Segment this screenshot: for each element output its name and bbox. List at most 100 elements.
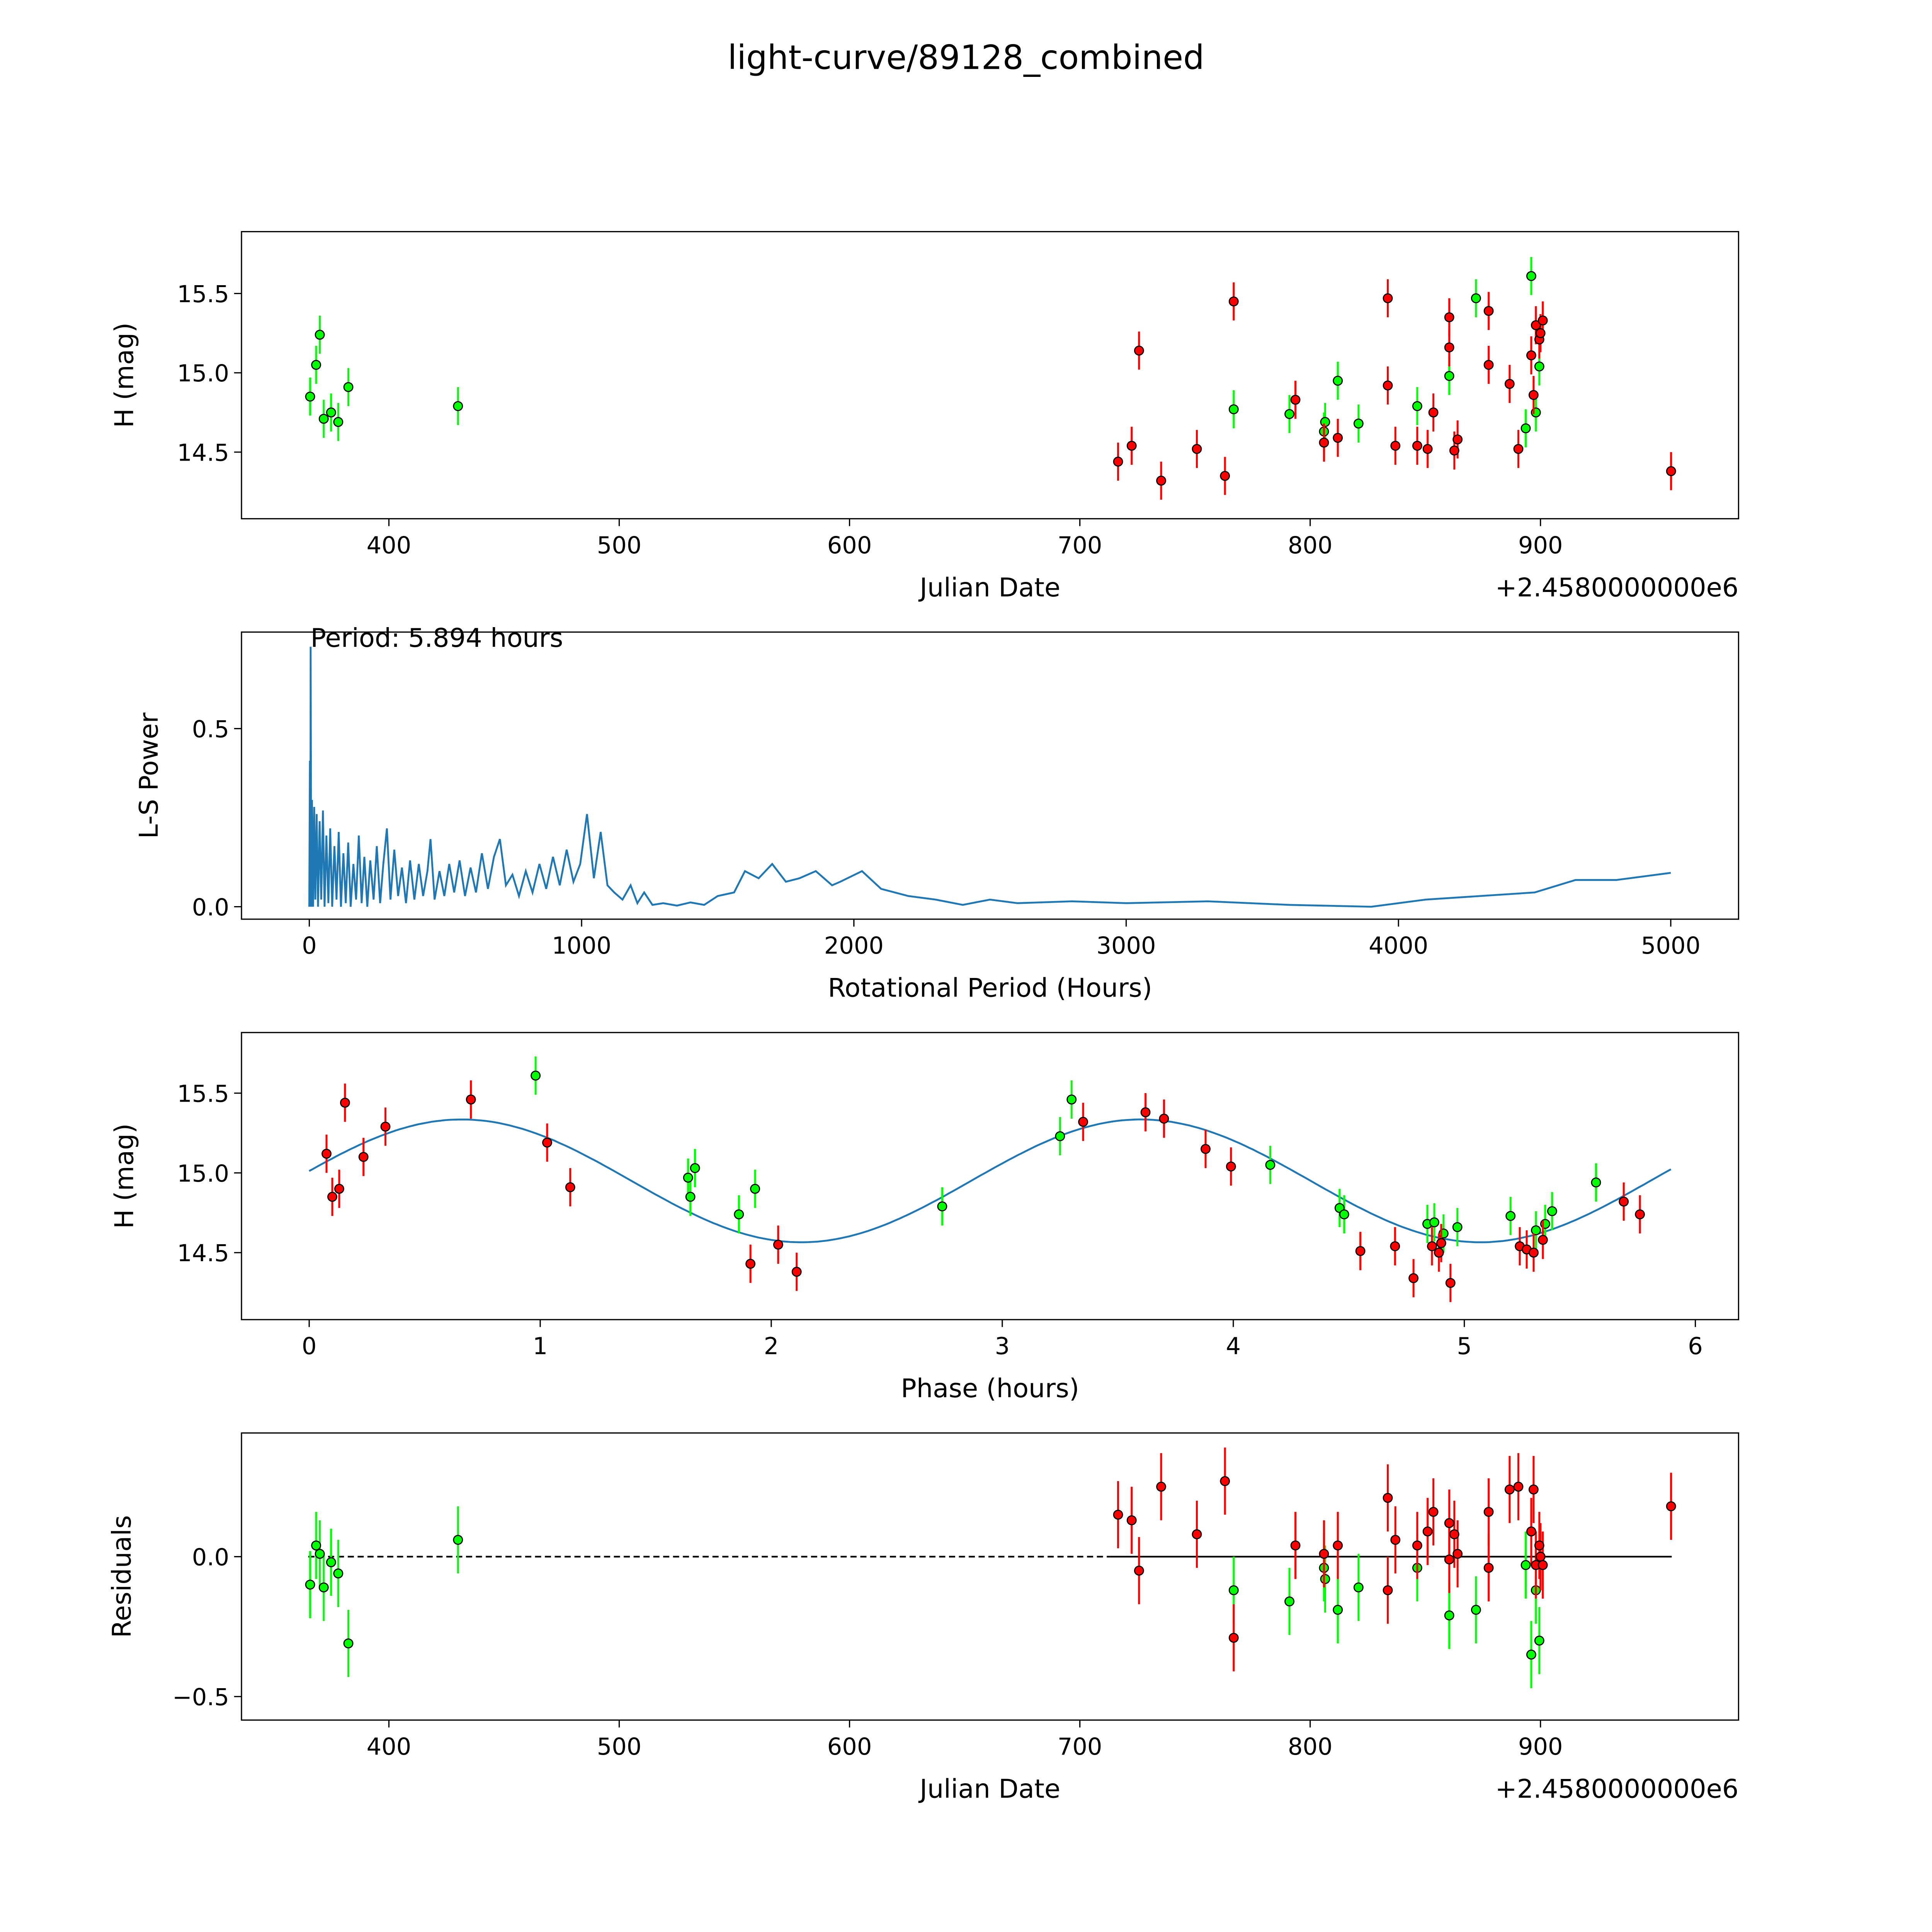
data-point-green: [1547, 1206, 1557, 1216]
x-tick-label: 0: [302, 1333, 317, 1360]
axes-frame: [241, 631, 1739, 920]
data-point-green: [1534, 361, 1544, 372]
x-tick-label: 0: [302, 932, 317, 959]
x-tick-label: 500: [597, 1733, 642, 1760]
data-point-red: [1483, 306, 1494, 316]
data-point-green: [690, 1163, 700, 1173]
data-point-red: [340, 1097, 350, 1108]
data-point-red: [1319, 437, 1329, 448]
axes-frame: [241, 231, 1739, 520]
data-point-red: [1513, 1481, 1524, 1492]
y-axis-label: L-S Power: [134, 713, 164, 839]
data-point-green: [326, 407, 336, 418]
data-point-green: [311, 360, 321, 370]
data-point-red: [1534, 1540, 1544, 1551]
period-annotation: Period: 5.894 hours: [311, 623, 563, 653]
data-point-red: [1449, 1529, 1459, 1539]
y-tick-label: 0.5: [192, 716, 229, 743]
data-point-red: [1383, 1493, 1393, 1503]
periodogram-line: [308, 646, 1671, 908]
data-point-red: [1113, 1510, 1123, 1520]
data-point-red: [1355, 1246, 1366, 1256]
x-tick-label: 2000: [824, 932, 884, 959]
x-tick-label: 6: [1688, 1333, 1703, 1360]
x-tick-label: 4: [1226, 1333, 1241, 1360]
x-tick-label: 4000: [1369, 932, 1428, 959]
data-point-red: [1220, 1476, 1230, 1486]
data-point-red: [1156, 1481, 1166, 1492]
plot-area: [305, 1447, 1676, 1688]
data-point-red: [1192, 444, 1202, 454]
data-point-red: [1531, 320, 1541, 330]
data-point-red: [1422, 1526, 1433, 1537]
x-tick-label: 800: [1288, 532, 1333, 559]
data-point-green: [1534, 1635, 1544, 1646]
figure-title: light-curve/89128_combined: [728, 39, 1204, 77]
data-point-red: [1078, 1117, 1088, 1127]
axes-frame: [241, 1432, 1739, 1721]
data-point-red: [542, 1138, 552, 1148]
data-point-red: [1201, 1144, 1211, 1154]
data-point-red: [1436, 1238, 1446, 1248]
data-point-red: [1408, 1273, 1419, 1283]
y-tick-label: 14.5: [177, 439, 229, 466]
data-point-green: [1055, 1131, 1065, 1141]
data-point-red: [1126, 440, 1137, 451]
data-point-green: [1353, 418, 1364, 429]
data-point-green: [1526, 271, 1536, 281]
data-point-green: [305, 1580, 315, 1590]
data-point-red: [1635, 1209, 1645, 1219]
x-tick-label: 700: [1058, 1733, 1102, 1760]
data-point-red: [1504, 1484, 1515, 1495]
data-point-red: [1452, 434, 1463, 445]
data-point-green: [305, 391, 315, 402]
x-tick-label: 800: [1288, 1733, 1333, 1760]
data-point-red: [1513, 444, 1524, 454]
data-point-red: [1483, 1563, 1494, 1573]
x-axis-label: Rotational Period (Hours): [828, 973, 1152, 1003]
data-point-green: [1339, 1209, 1349, 1219]
x-tick-label: 2: [764, 1333, 779, 1360]
data-point-green: [685, 1192, 696, 1202]
data-point-green: [1284, 1596, 1294, 1607]
data-point-red: [1226, 1162, 1236, 1172]
panel-periodogram: 0 1000 2000 3000 4000 5000 0.0 0.5 Rotational Pe…: [134, 623, 1739, 1003]
data-point-green: [333, 1568, 344, 1578]
data-point-green: [1228, 404, 1239, 415]
data-point-red: [1383, 1585, 1393, 1595]
y-tick-label: 0.0: [192, 1544, 229, 1571]
data-point-green: [1520, 423, 1531, 434]
data-point-green: [1520, 1560, 1531, 1570]
data-point-red: [565, 1182, 575, 1192]
data-point-green: [1265, 1160, 1276, 1170]
data-point-green: [1452, 1222, 1463, 1232]
data-point-red: [1390, 1535, 1401, 1545]
plot-area: [308, 1056, 1672, 1302]
data-point-red: [1537, 315, 1548, 326]
data-point-red: [1444, 312, 1454, 323]
data-point-green: [1066, 1094, 1077, 1105]
data-point-green: [1444, 371, 1454, 381]
data-point-green: [318, 413, 329, 424]
data-point-red: [1134, 345, 1144, 356]
x-axis-label: Phase (hours): [901, 1373, 1079, 1403]
data-point-green: [1526, 1650, 1536, 1660]
data-point-red: [321, 1148, 332, 1159]
y-axis-label: Residuals: [107, 1515, 137, 1638]
data-point-green: [734, 1209, 744, 1219]
data-point-green: [1228, 1585, 1239, 1595]
data-point-green: [343, 1638, 354, 1649]
data-point-red: [1134, 1565, 1144, 1576]
data-point-green: [1353, 1582, 1364, 1593]
data-point-green: [1444, 1610, 1454, 1621]
data-point-red: [1390, 440, 1401, 451]
data-point-red: [1666, 466, 1676, 476]
data-point-red: [1383, 293, 1393, 303]
data-point-red: [1444, 1518, 1454, 1528]
data-point-red: [1434, 1247, 1444, 1258]
data-point-red: [1529, 1247, 1539, 1258]
data-point-red: [1528, 390, 1539, 400]
data-point-green: [1320, 1574, 1330, 1584]
x-tick-label: 5000: [1641, 932, 1701, 959]
